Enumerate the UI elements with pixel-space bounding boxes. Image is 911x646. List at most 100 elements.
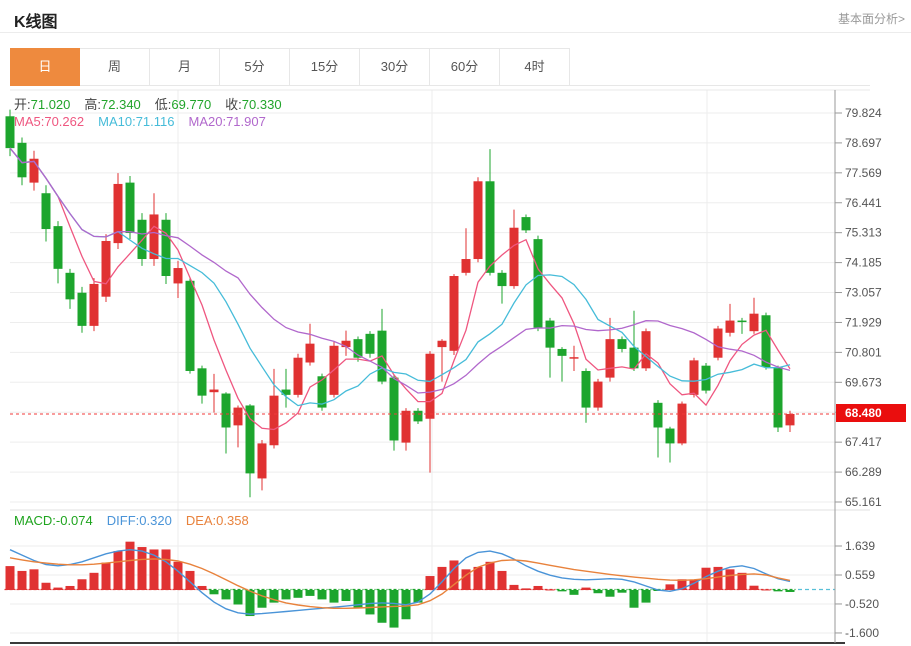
candle-body	[701, 365, 711, 391]
fundamental-analysis-link[interactable]: 基本面分析>	[837, 12, 905, 26]
candle-body	[557, 348, 567, 356]
candle-body	[245, 405, 255, 474]
candle-body	[677, 403, 687, 444]
candle-body	[485, 181, 495, 273]
macd-bar	[77, 579, 87, 590]
candle-body	[713, 328, 723, 358]
macd-bar	[749, 585, 759, 590]
macd-bar	[605, 590, 615, 597]
info-label: 开:	[14, 97, 31, 112]
candle-body	[749, 313, 759, 332]
candle-body	[653, 402, 663, 428]
candle-body	[113, 183, 123, 244]
macd-bar	[641, 590, 651, 603]
candle-body	[365, 333, 375, 354]
candle-body	[161, 219, 171, 277]
ma20-line	[9, 147, 791, 394]
tab-interval-0[interactable]: 日	[10, 48, 80, 86]
candle-body	[293, 357, 303, 395]
macd-bar	[425, 576, 435, 590]
axis-tick-label: 76.441	[845, 196, 882, 210]
axis-tick-label: 67.417	[845, 435, 882, 449]
info-value: 0.358	[216, 513, 249, 528]
tab-interval-4[interactable]: 15分	[290, 48, 360, 86]
tab-interval-3[interactable]: 5分	[220, 48, 290, 86]
macd-bar	[185, 570, 195, 590]
candle-body	[761, 315, 771, 367]
candle-body	[197, 368, 207, 396]
info-label: MA20:	[188, 114, 227, 129]
info-label: MA5:	[14, 114, 45, 129]
axis-tick-label: 77.569	[845, 166, 882, 180]
macd-bar	[17, 570, 27, 590]
candle-body	[269, 395, 279, 446]
ma-row-item-0: MA5:70.262	[14, 114, 84, 129]
macd-bar	[137, 547, 147, 590]
macd-bar	[785, 590, 795, 592]
macd-row-item-1: DIFF:0.320	[107, 513, 172, 528]
info-value: 71.907	[226, 114, 266, 129]
candle-body	[101, 240, 111, 297]
macd-bar	[473, 566, 483, 590]
tab-interval-5[interactable]: 30分	[360, 48, 430, 86]
info-value: 71.116	[135, 114, 175, 129]
macd-bar	[773, 590, 783, 592]
candle-body	[149, 214, 159, 260]
macd-bar	[89, 572, 99, 590]
dea-line	[9, 557, 791, 609]
axis-tick-label: 78.697	[845, 136, 882, 150]
diff-line	[9, 548, 791, 615]
macd-bar	[305, 590, 315, 596]
macd-bar	[245, 590, 255, 617]
candle-body	[17, 142, 27, 178]
candle-body	[473, 181, 483, 260]
info-label: DIFF:	[106, 513, 140, 528]
axis-tick-label: 75.313	[845, 226, 882, 240]
macd-bar	[329, 590, 339, 603]
candle-body	[617, 339, 627, 349]
macd-bar	[101, 562, 111, 590]
axis-tick-label: 79.824	[845, 106, 882, 120]
tab-interval-1[interactable]: 周	[80, 48, 150, 86]
current-price-badge: 68.480	[836, 404, 906, 422]
macd-bar	[689, 579, 699, 590]
macd-bar	[113, 551, 123, 590]
macd-bar	[281, 590, 291, 600]
macd-bar	[269, 590, 279, 603]
macd-bar	[161, 549, 171, 590]
ohlc-info-row: 开:71.020 高:72.340 低:69.770 收:70.330	[14, 94, 296, 113]
candle-body	[29, 158, 39, 183]
candle-body	[65, 272, 75, 300]
tab-interval-2[interactable]: 月	[150, 48, 220, 86]
info-value: 70.262	[44, 114, 85, 129]
tab-interval-7[interactable]: 4时	[500, 48, 570, 86]
candle-body	[785, 413, 795, 426]
interval-tabbar: 日周月 5分 15分 30分 60分 4时	[10, 48, 870, 86]
macd-info-row: MACD:-0.074 DIFF:0.320 DEA:0.358	[14, 513, 263, 528]
macd-bar	[221, 590, 231, 600]
info-label: 低:	[154, 97, 172, 112]
candle-body	[509, 227, 519, 287]
tab-interval-6[interactable]: 60分	[430, 48, 500, 86]
info-value: 71.020	[30, 97, 71, 112]
candle-body	[641, 331, 651, 369]
axis-tick-label: 73.057	[845, 286, 882, 300]
axis-tick-label: -1.600	[845, 626, 879, 640]
macd-bar	[521, 588, 531, 590]
info-value: -0.074	[55, 513, 93, 528]
candle-body	[5, 116, 15, 149]
candle-body	[341, 340, 351, 348]
candle-body	[185, 280, 195, 371]
candle-body	[221, 393, 231, 428]
macd-bar	[593, 590, 603, 594]
axis-tick-label: 74.185	[845, 256, 882, 270]
candle-body	[569, 357, 579, 359]
candle-body	[737, 320, 747, 323]
candle-body	[209, 389, 219, 393]
macd-bar	[497, 570, 507, 590]
macd-bar	[413, 590, 423, 603]
macd-bar	[53, 587, 63, 590]
macd-bar	[569, 590, 579, 595]
